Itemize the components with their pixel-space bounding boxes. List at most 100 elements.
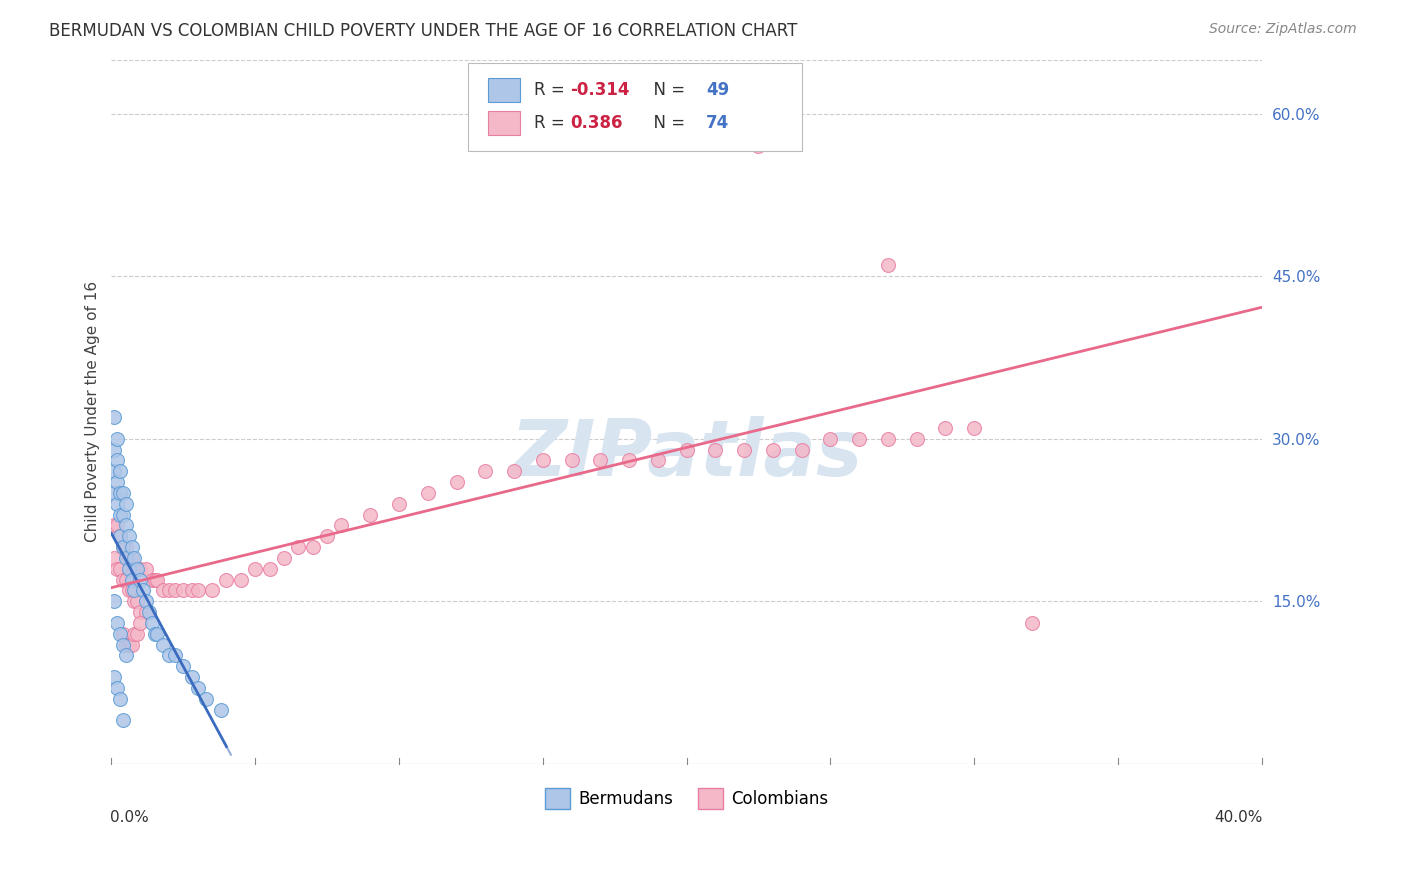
Text: 40.0%: 40.0% <box>1215 810 1263 824</box>
Text: 49: 49 <box>706 81 730 99</box>
Point <box>114 573 136 587</box>
Point <box>105 475 128 490</box>
Point <box>733 442 755 457</box>
Point <box>152 638 174 652</box>
Point <box>287 540 309 554</box>
Point <box>103 670 125 684</box>
Text: N =: N = <box>643 114 690 132</box>
Point <box>135 562 157 576</box>
Point <box>187 583 209 598</box>
Point <box>301 540 323 554</box>
Point <box>108 486 131 500</box>
Point <box>245 562 267 576</box>
Point <box>877 259 900 273</box>
Point <box>121 540 143 554</box>
Point <box>103 551 125 566</box>
Point <box>561 453 583 467</box>
Text: BERMUDAN VS COLOMBIAN CHILD POVERTY UNDER THE AGE OF 16 CORRELATION CHART: BERMUDAN VS COLOMBIAN CHILD POVERTY UNDE… <box>49 22 797 40</box>
Point <box>129 605 152 619</box>
Point <box>111 540 134 554</box>
Point <box>675 442 697 457</box>
Point <box>103 518 125 533</box>
Point <box>105 681 128 695</box>
Point <box>108 529 131 543</box>
Point <box>704 442 727 457</box>
Point <box>647 453 669 467</box>
Point <box>127 562 149 576</box>
Point <box>157 648 180 663</box>
Point <box>503 464 526 478</box>
Point <box>790 442 813 457</box>
Point <box>114 551 136 566</box>
Point <box>103 442 125 457</box>
FancyBboxPatch shape <box>488 112 520 135</box>
Point <box>114 518 136 533</box>
Point <box>135 605 157 619</box>
Point <box>105 562 128 576</box>
Point <box>124 583 146 598</box>
Point <box>103 594 125 608</box>
Text: R =: R = <box>534 114 575 132</box>
Text: N =: N = <box>643 81 690 99</box>
Point <box>531 453 554 467</box>
Point <box>111 540 134 554</box>
Point <box>118 583 141 598</box>
Point <box>330 518 353 533</box>
Point <box>118 551 141 566</box>
Point <box>820 432 842 446</box>
Y-axis label: Child Poverty Under the Age of 16: Child Poverty Under the Age of 16 <box>86 281 100 542</box>
Point <box>359 508 381 522</box>
Point <box>114 497 136 511</box>
Point <box>127 594 149 608</box>
Point <box>124 562 146 576</box>
Point <box>121 573 143 587</box>
Point <box>118 638 141 652</box>
Point <box>127 627 149 641</box>
Point <box>111 486 134 500</box>
Point <box>762 442 785 457</box>
Text: R =: R = <box>534 81 569 99</box>
Point <box>273 551 295 566</box>
Point <box>388 497 411 511</box>
Point <box>111 714 134 728</box>
Point <box>105 432 128 446</box>
Point <box>108 529 131 543</box>
Point <box>108 464 131 478</box>
Point <box>111 573 134 587</box>
Point <box>141 573 163 587</box>
Point <box>934 421 956 435</box>
Point <box>416 486 439 500</box>
Point <box>848 432 870 446</box>
Point <box>105 518 128 533</box>
Point <box>141 615 163 630</box>
Point <box>111 627 134 641</box>
Point <box>124 551 146 566</box>
Point <box>105 497 128 511</box>
Point <box>1021 615 1043 630</box>
Point <box>118 529 141 543</box>
Point <box>121 583 143 598</box>
Point <box>143 573 166 587</box>
Point <box>114 648 136 663</box>
Point <box>121 551 143 566</box>
Point <box>129 573 152 587</box>
Text: ZIPatlas: ZIPatlas <box>510 416 863 492</box>
Point <box>163 648 186 663</box>
Point <box>446 475 468 490</box>
Point <box>103 486 125 500</box>
Point <box>114 638 136 652</box>
Point <box>114 540 136 554</box>
Point <box>474 464 496 478</box>
FancyBboxPatch shape <box>468 63 801 151</box>
Text: 74: 74 <box>706 114 730 132</box>
Point <box>111 638 134 652</box>
Point <box>143 627 166 641</box>
Point <box>146 573 169 587</box>
Point <box>118 562 141 576</box>
Point <box>111 508 134 522</box>
Point <box>617 453 640 467</box>
Legend: Bermudans, Colombians: Bermudans, Colombians <box>538 781 835 815</box>
Point <box>172 659 194 673</box>
Point <box>747 139 769 153</box>
Point <box>172 583 194 598</box>
